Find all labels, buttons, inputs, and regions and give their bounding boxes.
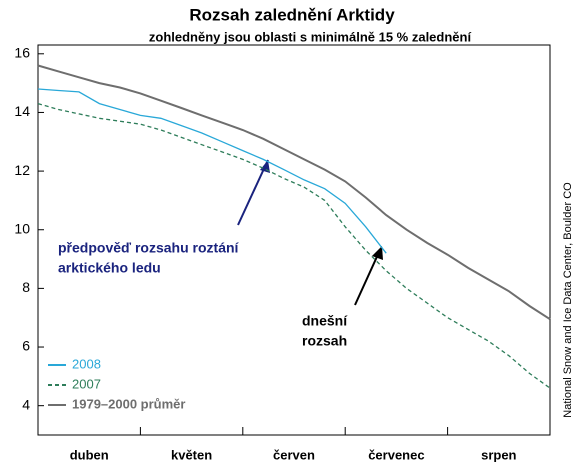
- y-tick-label: 8: [22, 279, 30, 295]
- plot-frame: [37, 44, 551, 436]
- chart-title: Rozsah zalednění Arktidy: [189, 5, 395, 24]
- series-line: [37, 102, 551, 389]
- arrow: [354, 249, 381, 306]
- legend-label: 2008: [72, 356, 101, 371]
- annotation: rozsah: [302, 333, 347, 349]
- annotation: arktického ledu: [58, 260, 161, 276]
- source-note: National Snow and Ice Data Center, Bould…: [562, 182, 574, 418]
- x-tick-label: květen: [171, 447, 212, 462]
- y-tick-label: 4: [22, 396, 30, 412]
- y-tick-label: 6: [22, 338, 30, 354]
- series-line: [37, 88, 387, 254]
- x-tick-label: srpen: [481, 447, 516, 462]
- y-tick-label: 16: [14, 45, 30, 61]
- legend-label: 2007: [72, 376, 101, 391]
- x-tick-label: duben: [70, 447, 109, 462]
- x-tick-label: červen: [273, 447, 315, 462]
- chart-subtitle: zohledněny jsou oblasti s minimálně 15 %…: [149, 29, 472, 44]
- series-line: [37, 64, 551, 321]
- y-tick-label: 10: [14, 220, 30, 236]
- annotation: dnešní: [302, 313, 348, 329]
- y-tick-label: 12: [14, 162, 30, 178]
- legend-label: 1979–2000 průměr: [72, 396, 185, 411]
- annotation: předpověď rozsahu roztání: [58, 240, 240, 256]
- x-tick-label: červenec: [368, 447, 424, 462]
- arrow-head: [372, 246, 383, 260]
- y-tick-label: 14: [14, 103, 30, 119]
